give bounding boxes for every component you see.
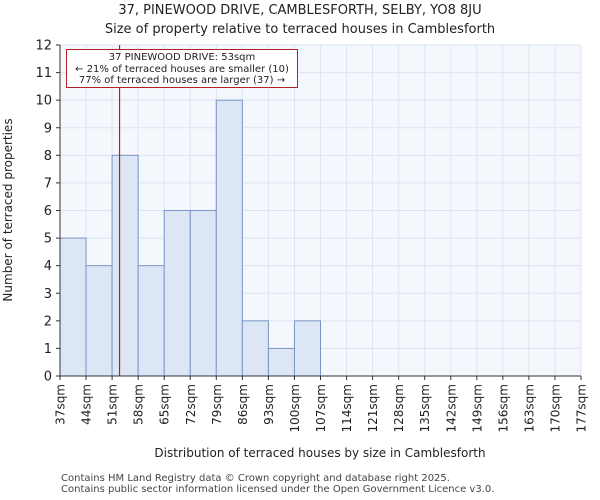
x-tick-label: 72sqm — [184, 384, 198, 425]
x-tick-label: 86sqm — [236, 384, 250, 425]
x-tick-label: 135sqm — [418, 384, 432, 432]
y-tick-label: 2 — [44, 314, 52, 329]
x-tick-label: 177sqm — [575, 384, 589, 432]
y-tick-label: 6 — [44, 204, 52, 219]
histogram-bar — [241, 320, 269, 377]
x-tick-labels: 37sqm 44sqm 51sqm 58sqm 65sqm 72sqm 79sqm 86sqm… — [54, 384, 589, 432]
y-tick-label: 7 — [44, 176, 52, 191]
footer-licence: Contains public sector information licen… — [61, 484, 495, 495]
y-tick-label: 10 — [35, 94, 52, 109]
axes — [56, 44, 582, 380]
histogram-bar — [59, 237, 87, 377]
y-tick-label: 1 — [44, 342, 52, 357]
histogram-bar — [293, 320, 322, 377]
bars — [59, 99, 322, 377]
x-tick-label: 170sqm — [548, 384, 562, 432]
histogram-bar — [215, 99, 243, 377]
x-tick-label: 163sqm — [522, 384, 536, 432]
x-tick-label: 44sqm — [80, 384, 94, 425]
x-tick-label: 65sqm — [158, 384, 172, 425]
x-tick-label: 114sqm — [340, 384, 354, 432]
x-tick-label: 58sqm — [132, 384, 146, 425]
histogram-bar — [267, 347, 295, 377]
y-tick-label: 9 — [44, 121, 52, 136]
x-axis-label: Distribution of terraced houses by size … — [154, 446, 485, 460]
x-tick-label: 142sqm — [444, 384, 458, 432]
y-tick-label: 4 — [44, 259, 52, 274]
annotation-line-1: 37 PINEWOOD DRIVE: 53sqm — [108, 52, 256, 63]
chart-subtitle: Size of property relative to terraced ho… — [104, 22, 496, 37]
annotation-line-2: ← 21% of terraced houses are smaller (10… — [75, 63, 289, 75]
histogram-bar — [111, 154, 139, 377]
y-tick-label: 8 — [44, 149, 52, 164]
y-tick-label: 0 — [44, 370, 52, 385]
chart-title-address: 37, PINEWOOD DRIVE, CAMBLESFORTH, SELBY,… — [118, 3, 482, 18]
y-tick-label: 3 — [44, 287, 52, 302]
x-tick-label: 79sqm — [210, 384, 224, 425]
x-tick-label: 128sqm — [392, 384, 406, 432]
x-tick-label: 121sqm — [366, 384, 380, 432]
histogram-bar — [163, 210, 191, 377]
x-tick-label: 156sqm — [496, 384, 510, 432]
footer-copyright: Contains HM Land Registry data © Crown c… — [61, 473, 450, 484]
y-tick-label: 5 — [44, 232, 52, 247]
y-tick-label: 12 — [35, 39, 52, 54]
x-tick-label: 37sqm — [54, 384, 68, 425]
y-tick-label: 11 — [35, 66, 52, 81]
x-tick-label: 51sqm — [106, 384, 120, 425]
x-tick-label: 149sqm — [470, 384, 484, 432]
histogram-bar — [137, 265, 165, 377]
histogram-bar — [189, 210, 217, 377]
histogram-bar — [85, 265, 113, 377]
x-tick-label: 93sqm — [262, 384, 276, 425]
x-tick-label: 107sqm — [314, 384, 328, 432]
annotation-line-3: 77% of terraced houses are larger (37) → — [78, 75, 286, 86]
x-tick-label: 100sqm — [288, 384, 302, 432]
annotation-box: 37 PINEWOOD DRIVE: 53sqm ← 21% of terrac… — [66, 49, 298, 88]
y-axis-label: Number of terraced properties — [1, 118, 15, 301]
